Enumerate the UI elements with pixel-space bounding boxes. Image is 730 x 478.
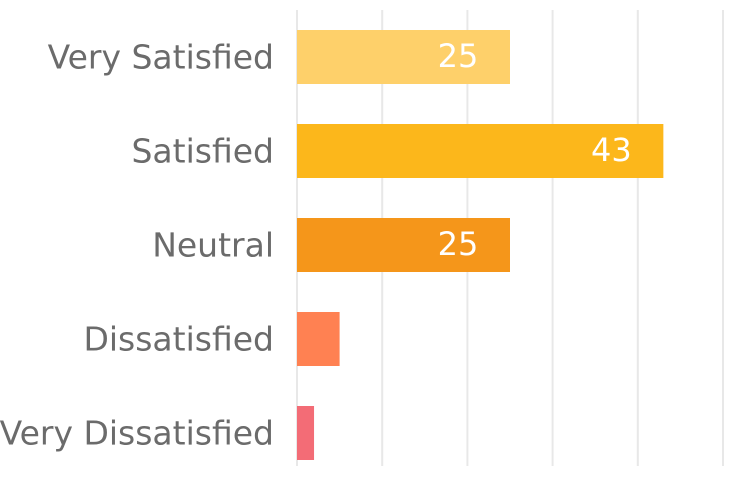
bars: [297, 30, 664, 460]
value-label: 25: [438, 225, 479, 263]
bar: [297, 30, 510, 84]
bar: [297, 406, 315, 460]
category-label: Dissatisfied: [83, 320, 274, 359]
labels: Very Satisfied 25 Satisfied 43 Neutral 25 Diss…: [0, 37, 632, 453]
bar: [297, 312, 340, 366]
category-label: Very Dissatisfied: [0, 414, 274, 453]
bar: [297, 124, 664, 178]
category-label: Very Satisfied: [48, 38, 274, 77]
category-label: Satisfied: [131, 132, 274, 171]
bar: [297, 218, 510, 272]
value-label: 5: [277, 319, 297, 357]
value-label: 43: [591, 131, 632, 169]
value-label: 25: [438, 37, 479, 75]
category-label: Neutral: [152, 226, 274, 265]
